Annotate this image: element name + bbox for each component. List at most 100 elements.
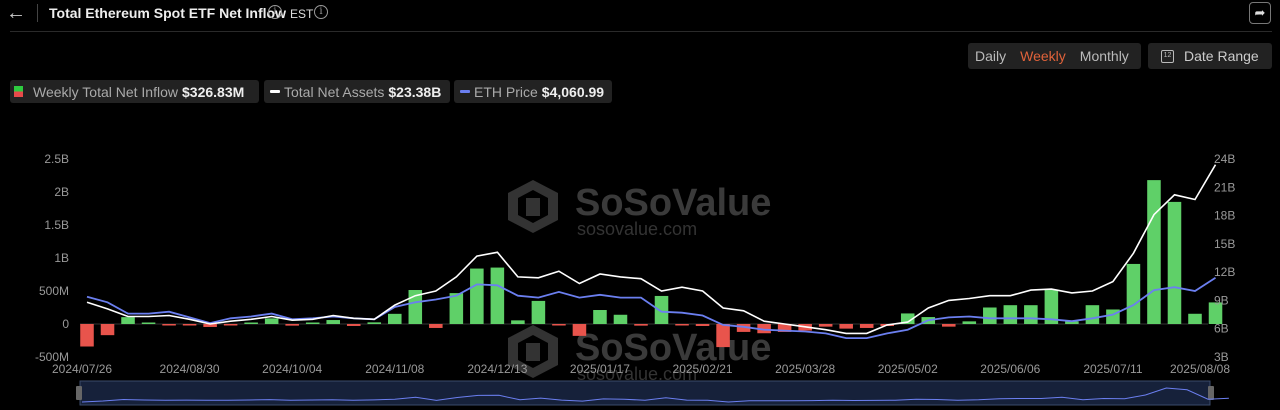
bar — [162, 324, 176, 326]
line-legend-icon — [270, 90, 280, 93]
x-tick-label: 2024/11/08 — [365, 362, 424, 376]
bar — [736, 324, 751, 332]
bar — [900, 313, 915, 324]
bar — [962, 321, 977, 324]
share-icon[interactable]: ➦ — [1249, 2, 1271, 24]
bar — [449, 293, 464, 324]
lines — [86, 164, 1217, 339]
x-tick-label: 2024/07/26 — [52, 362, 112, 376]
bar — [470, 268, 484, 324]
legend-inflow[interactable]: Weekly Total Net Inflow $326.83M — [10, 80, 259, 103]
tab-weekly[interactable]: Weekly — [1020, 48, 1066, 64]
bars — [80, 180, 1223, 348]
watermark: SoSoValue sosovalue.com SoSoValue sosova… — [508, 180, 771, 384]
y-tick-label: 2B — [54, 185, 69, 199]
bar — [346, 324, 361, 326]
y-tick-label: 1.5B — [44, 218, 69, 232]
bar — [511, 320, 525, 324]
bar — [593, 310, 607, 324]
y-tick-label: 1B — [54, 251, 69, 265]
watermark-brand: SoSoValue — [575, 182, 771, 224]
range-navigator[interactable] — [76, 380, 1229, 406]
tab-monthly[interactable]: Monthly — [1079, 48, 1129, 64]
eth-price-line — [86, 277, 1216, 339]
bar-legend-icon — [14, 86, 23, 97]
legend-inflow-label: Weekly Total Net Inflow — [33, 83, 178, 100]
legend-price[interactable]: ETH Price $4,060.99 — [454, 80, 612, 103]
navigator-handle-right[interactable] — [1208, 386, 1214, 400]
interval-tabs: Daily Weekly Monthly — [968, 43, 1141, 69]
x-tick-label: 2025/06/06 — [980, 362, 1040, 376]
bar — [264, 318, 279, 324]
y2-tick-label: 3B — [1214, 350, 1229, 364]
y2-tick-label: 12B — [1214, 265, 1235, 279]
y-tick-label: 0 — [62, 317, 69, 331]
bar — [777, 324, 792, 332]
bar — [408, 290, 423, 324]
info-icon[interactable]: i — [268, 5, 282, 19]
bar — [429, 324, 443, 328]
y2-tick-label: 9B — [1214, 293, 1229, 307]
axes: -500M 0 500M 1B 1.5B 2B 2.5B 3B 6B 9B 12B 15B 18B 21B… — [35, 152, 1235, 376]
bar — [654, 295, 669, 324]
arrow-left-icon[interactable]: ← — [6, 2, 26, 24]
calendar-icon: 12 — [1161, 49, 1174, 63]
bar — [305, 322, 320, 324]
legend-assets-label: Total Net Assets — [284, 83, 385, 100]
watermark-site: sosovalue.com — [577, 219, 697, 239]
bar — [942, 324, 956, 327]
y-tick-label: 500M — [39, 284, 69, 298]
legend-assets[interactable]: Total Net Assets $23.38B — [264, 80, 450, 103]
bar — [121, 317, 135, 324]
timezone-info-icon[interactable]: i — [314, 5, 328, 19]
x-tick-label: 2025/01/17 — [570, 362, 630, 376]
legend-price-value: $4,060.99 — [541, 83, 605, 100]
bar — [203, 324, 217, 327]
watermark-logo — [508, 325, 558, 378]
y2-tick-label: 15B — [1214, 237, 1235, 251]
legend-price-label: ETH Price — [474, 83, 538, 100]
bar — [1126, 263, 1141, 324]
bar — [859, 324, 874, 328]
top-bar: ← Total Ethereum Spot ETF Net Inflow i E… — [0, 0, 1280, 30]
bar — [100, 324, 115, 336]
bar — [80, 324, 94, 347]
x-tick-label: 2025/07/11 — [1083, 362, 1142, 376]
bar — [244, 322, 258, 324]
watermark-brand: SoSoValue — [575, 327, 771, 369]
legend-assets-value: $23.38B — [388, 83, 442, 100]
bar — [839, 324, 853, 329]
bar — [326, 320, 340, 324]
date-range-button[interactable]: 12 Date Range — [1148, 43, 1272, 69]
bar — [572, 324, 587, 336]
timezone-label: EST — [290, 7, 314, 21]
bar — [1085, 305, 1100, 324]
bar — [490, 267, 505, 324]
bar — [1208, 302, 1223, 324]
bar — [757, 324, 771, 334]
bar — [675, 324, 689, 326]
bar — [1044, 289, 1059, 324]
bar — [818, 324, 833, 327]
x-tick-label: 2024/12/13 — [467, 362, 527, 376]
tab-daily[interactable]: Daily — [975, 48, 1007, 64]
bar — [223, 324, 238, 326]
bar — [983, 307, 997, 324]
legend-inflow-value: $326.83M — [182, 83, 245, 100]
x-tick-label: 2025/05/02 — [878, 362, 938, 376]
date-range-label: Date Range — [1184, 48, 1259, 64]
bar — [182, 324, 197, 326]
watermark-site: sosovalue.com — [577, 364, 697, 384]
divider — [37, 4, 38, 22]
y-tick-label: -500M — [35, 350, 69, 364]
navigator-handle-left[interactable] — [76, 386, 82, 400]
x-tick-label: 2024/10/04 — [262, 362, 322, 376]
bar — [634, 324, 648, 326]
bar — [552, 324, 566, 326]
bar — [367, 322, 382, 324]
x-tick-label: 2025/02/21 — [673, 362, 733, 376]
bar — [716, 324, 730, 348]
y2-tick-label: 18B — [1214, 209, 1235, 223]
bar — [1065, 321, 1079, 324]
